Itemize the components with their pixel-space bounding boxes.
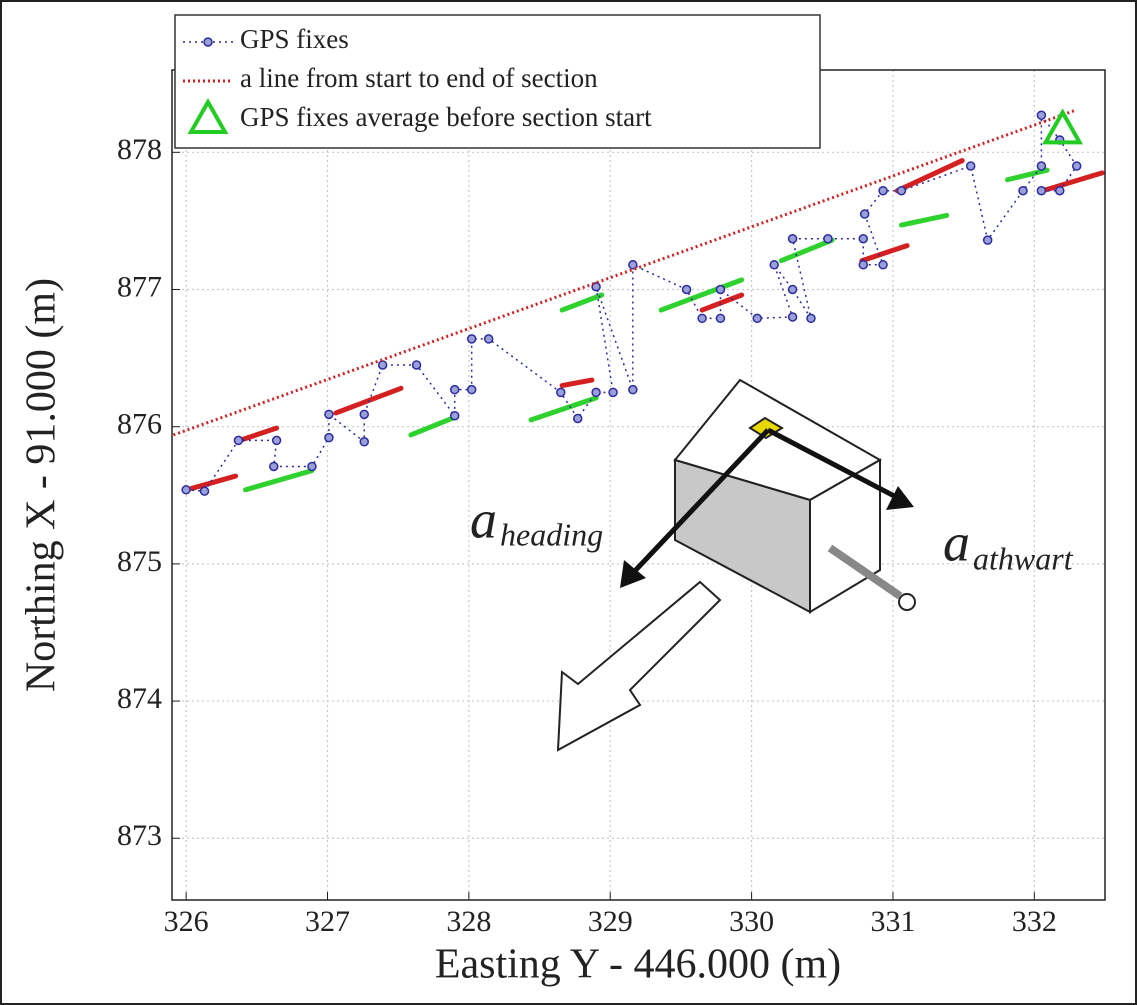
marker <box>270 462 278 470</box>
marker <box>325 410 333 418</box>
x-tick-label: 328 <box>446 905 491 938</box>
marker <box>360 438 368 446</box>
x-tick-label: 326 <box>164 905 209 938</box>
y-tick-label: 874 <box>117 682 162 715</box>
marker <box>789 286 797 294</box>
marker <box>984 236 992 244</box>
marker <box>451 386 459 394</box>
legend-text: a line from start to end of section <box>240 63 598 93</box>
marker <box>557 388 565 396</box>
marker <box>629 386 637 394</box>
x-tick-label: 330 <box>729 905 774 938</box>
annotation: a <box>943 512 970 572</box>
marker <box>807 314 815 322</box>
legend-text: GPS fixes <box>240 24 349 54</box>
marker <box>859 261 867 269</box>
y-tick-label: 875 <box>117 545 162 578</box>
marker <box>468 335 476 343</box>
marker <box>234 436 242 444</box>
marker <box>360 410 368 418</box>
plot-area: 326 327 328 329 330 331 332 873 874 875 876 877 878 <box>117 70 1105 938</box>
marker <box>451 412 459 420</box>
marker <box>182 486 190 494</box>
annotation-subscript: athwart <box>973 540 1074 576</box>
y-tick-label: 873 <box>117 819 162 852</box>
marker <box>859 235 867 243</box>
marker <box>1073 162 1081 170</box>
marker <box>379 361 387 369</box>
marker <box>592 388 600 396</box>
marker <box>879 261 887 269</box>
marker <box>1037 111 1045 119</box>
marker <box>897 187 905 195</box>
marker <box>308 462 316 470</box>
y-axis-label: Northing X - 91.000 (m) <box>19 278 65 692</box>
marker <box>716 314 724 322</box>
x-tick-label: 327 <box>305 905 350 938</box>
marker <box>753 314 761 322</box>
x-axis-label: Easting Y - 446.000 (m) <box>435 942 841 988</box>
marker <box>683 286 691 294</box>
marker <box>716 286 724 294</box>
legend-marker <box>204 38 212 46</box>
marker <box>1056 187 1064 195</box>
chart: 326327328329330331332873874875876877878 … <box>0 0 1137 1005</box>
plot-background <box>172 70 1105 900</box>
x-tick-label: 331 <box>870 905 915 938</box>
marker <box>485 335 493 343</box>
legend-text: GPS fixes average before section start <box>240 102 652 132</box>
marker <box>879 187 887 195</box>
marker <box>770 261 778 269</box>
annotation-subscript: heading <box>500 516 603 552</box>
marker <box>574 414 582 422</box>
marker <box>325 434 333 442</box>
y-tick-label: 876 <box>117 408 162 441</box>
marker <box>273 436 281 444</box>
marker <box>824 235 832 243</box>
marker <box>1037 187 1045 195</box>
marker <box>789 313 797 321</box>
marker <box>1037 162 1045 170</box>
y-tick-label: 878 <box>117 133 162 166</box>
x-tick-label: 329 <box>588 905 633 938</box>
marker <box>1019 187 1027 195</box>
marker <box>468 386 476 394</box>
y-tick-label: 877 <box>117 270 162 303</box>
legend: GPS fixes a line from start to end of sec… <box>175 15 820 148</box>
rod-end <box>899 594 915 610</box>
marker <box>861 210 869 218</box>
marker <box>413 361 421 369</box>
marker <box>609 388 617 396</box>
marker <box>789 235 797 243</box>
marker <box>201 487 209 495</box>
annotation: a <box>470 489 497 549</box>
marker <box>698 314 706 322</box>
marker <box>967 162 975 170</box>
x-tick-label: 332 <box>1012 905 1057 938</box>
